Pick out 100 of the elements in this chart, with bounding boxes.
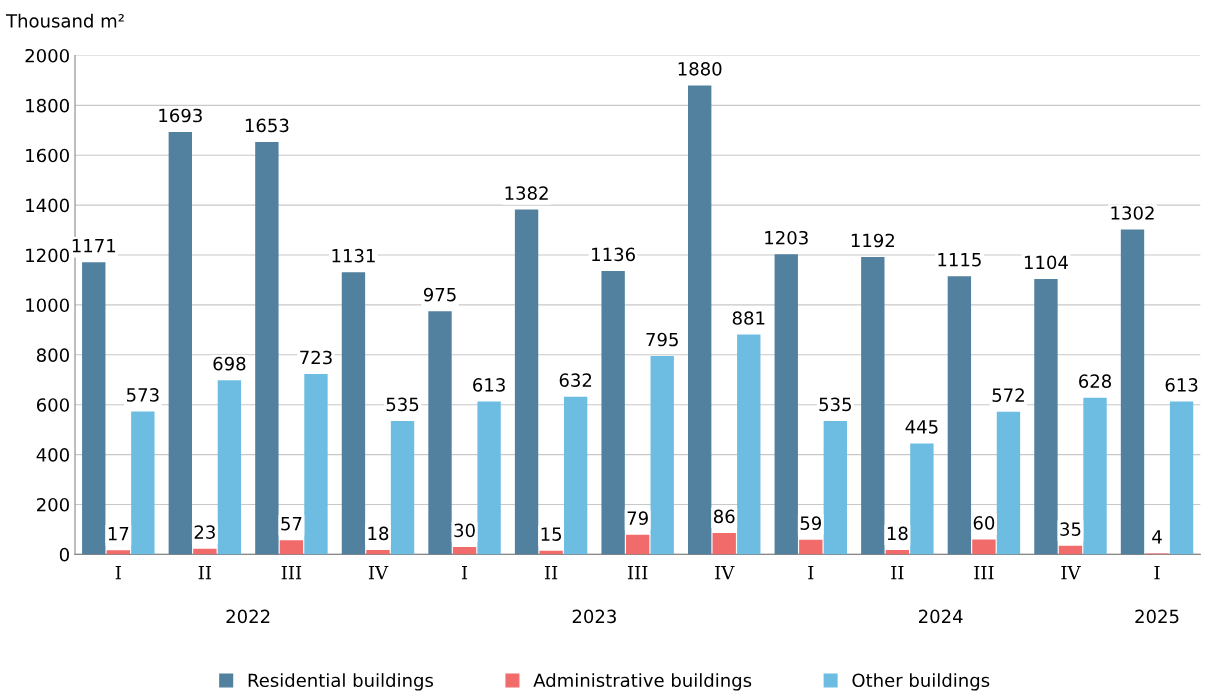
data-label: 79 <box>627 511 648 525</box>
bar <box>712 532 736 555</box>
x-tick-label: IV <box>715 566 735 580</box>
bar <box>82 262 106 555</box>
data-label: 18 <box>887 526 908 541</box>
bar <box>625 534 650 555</box>
bar <box>106 550 130 555</box>
data-label: 59 <box>800 516 822 530</box>
data-label: 723 <box>300 350 332 365</box>
data-label: 632 <box>559 373 592 387</box>
bar <box>823 420 848 555</box>
bar <box>1083 397 1107 555</box>
bar <box>1034 278 1058 555</box>
x-tick-label: IV <box>1061 566 1081 580</box>
x-tick-label: I <box>115 566 121 580</box>
bar <box>650 356 674 555</box>
bar <box>601 270 625 555</box>
data-label: 1653 <box>245 118 289 133</box>
data-label: 613 <box>473 378 505 392</box>
bar <box>910 443 934 555</box>
data-label: 4 <box>1152 530 1162 544</box>
bar <box>563 396 588 555</box>
data-label: 18 <box>368 526 389 541</box>
data-label: 573 <box>127 388 159 402</box>
bar <box>1120 229 1145 555</box>
y-tick-label: 1600 <box>26 148 69 163</box>
data-label: 15 <box>541 527 562 541</box>
data-label: 1302 <box>1111 206 1154 220</box>
data-label: 795 <box>646 332 678 347</box>
y-tick-label: 1800 <box>26 98 69 113</box>
bar <box>861 257 885 555</box>
data-label: 1203 <box>765 230 808 245</box>
data-label: 1171 <box>72 239 116 253</box>
x-tick-label: III <box>627 566 648 580</box>
bar <box>947 276 972 555</box>
data-label: 60 <box>973 516 995 530</box>
text: 2023 <box>572 609 616 624</box>
bar <box>972 539 996 555</box>
data-label: 698 <box>213 356 246 371</box>
y-tick-label: 1400 <box>26 198 69 213</box>
bar <box>217 380 242 555</box>
bar <box>774 254 798 555</box>
bar <box>452 546 477 555</box>
bar <box>168 132 193 555</box>
data-label: 445 <box>905 420 938 434</box>
data-label: 975 <box>423 287 456 302</box>
bar <box>341 272 366 555</box>
data-label: 881 <box>732 311 765 325</box>
bar <box>390 420 415 555</box>
x-tick-label: I <box>808 566 814 580</box>
bar <box>477 401 501 555</box>
bar <box>688 85 712 555</box>
data-label: 535 <box>819 397 851 412</box>
data-label: 57 <box>281 517 302 531</box>
y-tick-label: 400 <box>36 448 69 462</box>
x-tick-label: IV <box>368 566 389 580</box>
data-label: 1104 <box>1024 255 1068 270</box>
text: 2025 <box>1135 609 1179 624</box>
text: 2022 <box>226 609 270 624</box>
y-tick-label: 1000 <box>26 298 69 313</box>
bar <box>1058 545 1083 555</box>
data-label: 1131 <box>332 248 375 263</box>
y-tick-label: 0 <box>59 547 69 562</box>
legend-label: Residential buildings <box>248 673 433 691</box>
y-tick-label: 200 <box>37 497 69 512</box>
y-tick-label: 1200 <box>26 248 69 263</box>
bar <box>799 539 823 555</box>
y-tick-label: 600 <box>36 398 69 412</box>
bar <box>304 374 328 555</box>
x-tick-label: II <box>891 566 904 580</box>
data-label: 535 <box>386 397 419 412</box>
bar <box>255 142 279 555</box>
data-label: 1192 <box>851 233 894 248</box>
y-axis-title: Thousand m² <box>6 13 124 28</box>
x-tick-label: III <box>281 566 302 580</box>
data-label: 572 <box>992 388 1024 402</box>
y-tick-label: 800 <box>36 348 69 362</box>
bar <box>366 549 390 555</box>
bar <box>514 209 539 555</box>
bar <box>428 311 452 555</box>
x-tick-label: III <box>974 566 994 580</box>
bar <box>996 411 1021 555</box>
x-tick-label: II <box>544 566 558 580</box>
x-tick-label: II <box>198 566 211 580</box>
data-label: 23 <box>194 525 215 539</box>
legend-label: Administrative buildings <box>533 673 752 691</box>
bar <box>737 334 761 555</box>
bar <box>1169 401 1194 555</box>
x-tick-label: I <box>1154 566 1160 580</box>
data-label: 17 <box>108 527 129 541</box>
data-label: 1115 <box>938 253 981 267</box>
data-label: 613 <box>1165 378 1198 392</box>
data-label: 1880 <box>678 61 722 76</box>
data-label: 30 <box>454 523 475 538</box>
x-tick-label: I <box>461 566 468 580</box>
y-tick-label: 2000 <box>25 48 69 63</box>
data-label: 1382 <box>505 186 548 200</box>
data-label: 86 <box>713 509 735 524</box>
data-label: 35 <box>1060 522 1081 536</box>
data-label: 1693 <box>159 108 202 123</box>
